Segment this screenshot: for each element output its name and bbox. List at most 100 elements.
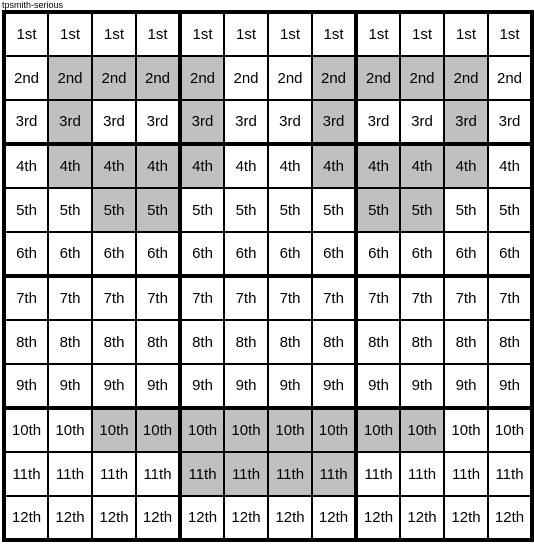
grid-cell: 10th bbox=[356, 408, 400, 452]
grid-cell: 6th bbox=[268, 232, 312, 276]
grid-cell: 1st bbox=[92, 12, 136, 56]
grid-cell: 3rd bbox=[268, 100, 312, 144]
grid-cell: 10th bbox=[224, 408, 268, 452]
grid-cell: 12th bbox=[180, 496, 224, 540]
grid-cell: 1st bbox=[488, 12, 532, 56]
grid-cell: 2nd bbox=[48, 56, 92, 100]
grid-cell: 8th bbox=[92, 320, 136, 364]
puzzle-container: tpsmith-serious 1st1st1st1st1st1st1st1st… bbox=[0, 0, 534, 546]
grid-cell: 12th bbox=[136, 496, 180, 540]
grid-cell: 3rd bbox=[48, 100, 92, 144]
grid-cell: 4th bbox=[444, 144, 488, 188]
grid-cell: 5th bbox=[268, 188, 312, 232]
grid-cell: 1st bbox=[224, 12, 268, 56]
grid-cell: 7th bbox=[312, 276, 356, 320]
grid-cell: 2nd bbox=[488, 56, 532, 100]
grid-cell: 10th bbox=[180, 408, 224, 452]
grid-cell: 7th bbox=[92, 276, 136, 320]
grid-cell: 1st bbox=[356, 12, 400, 56]
grid-cell: 7th bbox=[400, 276, 444, 320]
grid-cell: 11th bbox=[4, 452, 48, 496]
grid-cell: 4th bbox=[180, 144, 224, 188]
grid-cell: 2nd bbox=[356, 56, 400, 100]
grid-cell: 12th bbox=[312, 496, 356, 540]
grid-cell: 9th bbox=[92, 364, 136, 408]
grid-cell: 1st bbox=[268, 12, 312, 56]
grid-cell: 2nd bbox=[136, 56, 180, 100]
grid-cell: 8th bbox=[268, 320, 312, 364]
grid-cell: 6th bbox=[224, 232, 268, 276]
grid-cell: 11th bbox=[92, 452, 136, 496]
grid-cell: 8th bbox=[4, 320, 48, 364]
grid-cell: 7th bbox=[444, 276, 488, 320]
grid-cell: 6th bbox=[356, 232, 400, 276]
grid-cell: 9th bbox=[356, 364, 400, 408]
grid-cell: 4th bbox=[224, 144, 268, 188]
grid-cell: 3rd bbox=[136, 100, 180, 144]
grid-cell: 5th bbox=[312, 188, 356, 232]
grid-cell: 7th bbox=[268, 276, 312, 320]
grid-cell: 4th bbox=[312, 144, 356, 188]
grid-cell: 11th bbox=[488, 452, 532, 496]
puzzle-grid: 1st1st1st1st1st1st1st1st1st1st1st1st2nd2… bbox=[2, 10, 534, 542]
grid-cell: 10th bbox=[268, 408, 312, 452]
grid-cell: 2nd bbox=[444, 56, 488, 100]
grid-cell: 5th bbox=[4, 188, 48, 232]
grid-cell: 9th bbox=[312, 364, 356, 408]
grid-cell: 3rd bbox=[224, 100, 268, 144]
grid-cell: 12th bbox=[48, 496, 92, 540]
grid-cell: 4th bbox=[92, 144, 136, 188]
grid-cell: 8th bbox=[488, 320, 532, 364]
grid-cell: 6th bbox=[4, 232, 48, 276]
grid-cell: 11th bbox=[224, 452, 268, 496]
grid-cell: 8th bbox=[312, 320, 356, 364]
grid-cell: 4th bbox=[356, 144, 400, 188]
grid-cell: 11th bbox=[180, 452, 224, 496]
grid-cell: 9th bbox=[488, 364, 532, 408]
grid-cell: 1st bbox=[312, 12, 356, 56]
grid-cell: 3rd bbox=[180, 100, 224, 144]
grid-cell: 12th bbox=[400, 496, 444, 540]
grid-cell: 5th bbox=[356, 188, 400, 232]
grid-cell: 6th bbox=[312, 232, 356, 276]
grid-cell: 5th bbox=[92, 188, 136, 232]
grid-cell: 9th bbox=[180, 364, 224, 408]
grid-cell: 11th bbox=[356, 452, 400, 496]
grid-cell: 8th bbox=[48, 320, 92, 364]
grid-cell: 7th bbox=[48, 276, 92, 320]
grid-cell: 12th bbox=[224, 496, 268, 540]
grid-cell: 10th bbox=[400, 408, 444, 452]
grid-cell: 11th bbox=[136, 452, 180, 496]
grid-cell: 10th bbox=[136, 408, 180, 452]
grid-cell: 6th bbox=[444, 232, 488, 276]
grid-cell: 6th bbox=[92, 232, 136, 276]
grid-cell: 3rd bbox=[444, 100, 488, 144]
grid-cell: 11th bbox=[48, 452, 92, 496]
grid-cell: 5th bbox=[488, 188, 532, 232]
grid-cell: 1st bbox=[4, 12, 48, 56]
grid-cell: 8th bbox=[180, 320, 224, 364]
grid-cell: 4th bbox=[48, 144, 92, 188]
grid-cell: 11th bbox=[312, 452, 356, 496]
grid-cell: 5th bbox=[224, 188, 268, 232]
grid-cell: 1st bbox=[400, 12, 444, 56]
grid-cell: 1st bbox=[180, 12, 224, 56]
grid-cell: 2nd bbox=[268, 56, 312, 100]
grid-cell: 6th bbox=[488, 232, 532, 276]
grid-cell: 10th bbox=[444, 408, 488, 452]
grid-cell: 7th bbox=[224, 276, 268, 320]
grid-cell: 4th bbox=[4, 144, 48, 188]
grid-cell: 2nd bbox=[400, 56, 444, 100]
grid-cell: 3rd bbox=[312, 100, 356, 144]
grid-cell: 3rd bbox=[92, 100, 136, 144]
grid-cell: 8th bbox=[356, 320, 400, 364]
grid-cell: 5th bbox=[136, 188, 180, 232]
grid-cell: 9th bbox=[444, 364, 488, 408]
grid-cell: 11th bbox=[268, 452, 312, 496]
grid-cell: 3rd bbox=[400, 100, 444, 144]
grid-cell: 7th bbox=[180, 276, 224, 320]
grid-cell: 9th bbox=[224, 364, 268, 408]
grid-cell: 10th bbox=[312, 408, 356, 452]
grid-cell: 6th bbox=[400, 232, 444, 276]
grid-cell: 5th bbox=[48, 188, 92, 232]
